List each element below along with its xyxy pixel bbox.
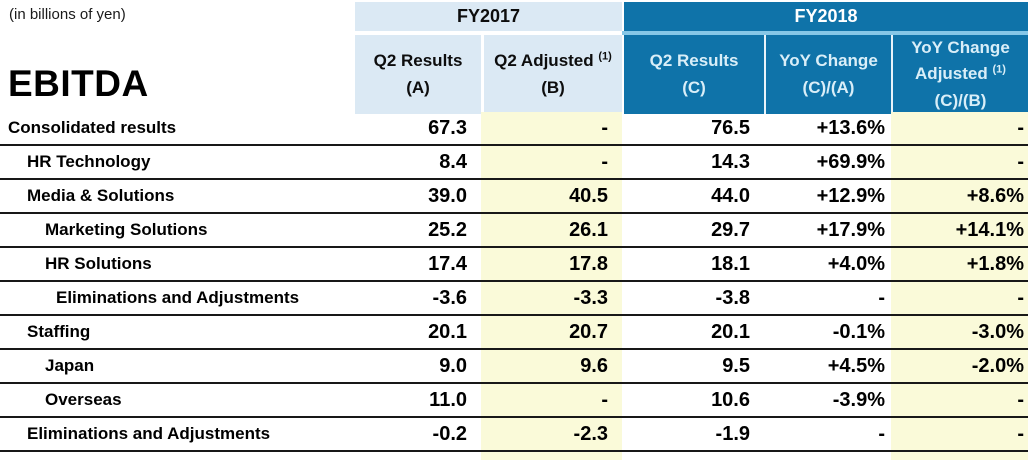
cell-q2-2017-adjusted: - xyxy=(481,146,622,178)
cell-q2-2018-results: 14.3 xyxy=(711,150,750,173)
cell-q2-2017-results: 20.1 xyxy=(428,320,467,343)
cell-yoy-change: - xyxy=(878,286,885,309)
cell-yoy-change: +4.5% xyxy=(827,354,885,377)
cell-yoy-change-adjusted: - xyxy=(891,384,1028,416)
cell-q2-2018-results: 18.1 xyxy=(711,252,750,275)
fy2017-group-header: FY2017 xyxy=(355,2,622,31)
header-blank-cell xyxy=(0,2,355,31)
cell-q2-2017-adjusted: -3.3 xyxy=(481,282,622,314)
cell-q2-2017-results: 9.0 xyxy=(439,354,467,377)
col-header-q2-2018-results: Q2 Results (C) xyxy=(622,35,764,115)
cell-q2-2018-results: -3.8 xyxy=(715,286,750,309)
cell-q2-2017-adjusted: 9.6 xyxy=(481,350,622,382)
row-label: Media & Solutions xyxy=(27,186,175,205)
cell-q2-2017-results: 39.0 xyxy=(428,184,467,207)
cell-q2-2018-results: -1.9 xyxy=(715,422,750,445)
cell-yoy-change: - xyxy=(878,422,885,445)
table-row-marketing-solutions: Marketing Solutions 25.2 26.1 29.7 +17.9… xyxy=(0,214,1028,248)
cell-q2-2018-results: 76.5 xyxy=(711,116,750,139)
cell-q2-2017-results: 8.4 xyxy=(439,150,467,173)
row-label: Japan xyxy=(45,356,95,375)
cell-q2-2017-adjusted: -2.3 xyxy=(481,418,622,450)
col-header-yoy-change: YoY Change (C)/(A) xyxy=(764,35,891,115)
row-label: Eliminations and Adjustments xyxy=(27,424,271,443)
cell-yoy-change-adjusted: - xyxy=(891,112,1028,144)
cell-yoy-change-adjusted: - xyxy=(891,146,1028,178)
title-cell: EBITDA xyxy=(0,35,355,115)
page-title: EBITDA xyxy=(8,62,149,104)
table-row-media-solutions: Media & Solutions 39.0 40.5 44.0 +12.9% … xyxy=(0,180,1028,214)
row-label: Eliminations and Adjustments xyxy=(56,288,300,307)
cell-yoy-change: -0.1% xyxy=(832,320,885,343)
col-header-q2-2017-adjusted: Q2 Adjusted (1) (B) xyxy=(481,35,622,115)
cell-yoy-change-adjusted: -3.0% xyxy=(891,316,1028,348)
cell-yoy-change-adjusted: - xyxy=(891,282,1028,314)
cell-q2-2018-results: 10.6 xyxy=(711,388,750,411)
cell-yoy-change: +69.9% xyxy=(816,150,885,173)
table-row-japan: Japan 9.0 9.6 9.5 +4.5% -2.0% xyxy=(0,350,1028,384)
row-label: Consolidated results xyxy=(8,118,177,137)
cell-yoy-change: +12.9% xyxy=(816,184,885,207)
cell-yoy-change: -3.9% xyxy=(832,388,885,411)
table-bottom-strip xyxy=(0,452,1028,460)
adjusted-column-tail xyxy=(891,452,1028,460)
row-label: Overseas xyxy=(45,390,122,409)
cell-q2-2017-adjusted: - xyxy=(481,112,622,144)
row-label: HR Technology xyxy=(27,152,151,171)
row-label: HR Solutions xyxy=(45,254,152,273)
table-row-hr-solutions: HR Solutions 17.4 17.8 18.1 +4.0% +1.8% xyxy=(0,248,1028,282)
fy2018-group-header: FY2018 xyxy=(622,2,1028,31)
row-label: Marketing Solutions xyxy=(45,220,208,239)
cell-q2-2017-results: 67.3 xyxy=(428,116,467,139)
cell-q2-2017-adjusted: 40.5 xyxy=(481,180,622,212)
cell-q2-2017-results: 25.2 xyxy=(428,218,467,241)
header-gap-left xyxy=(0,31,622,35)
cell-q2-2018-results: 44.0 xyxy=(711,184,750,207)
row-label: Staffing xyxy=(27,322,91,341)
table-row-staffing: Staffing 20.1 20.7 20.1 -0.1% -3.0% xyxy=(0,316,1028,350)
header-gap-row xyxy=(0,31,1028,35)
table-row-overseas: Overseas 11.0 - 10.6 -3.9% - xyxy=(0,384,1028,418)
cell-q2-2017-results: 17.4 xyxy=(428,252,467,275)
cell-q2-2017-adjusted: 17.8 xyxy=(481,248,622,280)
table-row-consolidated-results: Consolidated results 67.3 - 76.5 +13.6% … xyxy=(0,112,1028,146)
adjusted-column-tail xyxy=(481,452,622,460)
cell-q2-2017-adjusted: 26.1 xyxy=(481,214,622,246)
cell-yoy-change-adjusted: - xyxy=(891,418,1028,450)
cell-q2-2017-results: -3.6 xyxy=(432,286,467,309)
col-header-q2-2017-results: Q2 Results (A) xyxy=(355,35,481,115)
cell-q2-2017-results: -0.2 xyxy=(432,422,467,445)
footnote-marker: (1) xyxy=(598,50,612,63)
cell-yoy-change: +17.9% xyxy=(816,218,885,241)
cell-q2-2018-results: 9.5 xyxy=(722,354,750,377)
units-note: (in billions of yen) xyxy=(9,6,126,23)
cell-yoy-change-adjusted: -2.0% xyxy=(891,350,1028,382)
cell-yoy-change-adjusted: +14.1% xyxy=(891,214,1028,246)
cell-q2-2017-results: 11.0 xyxy=(429,388,467,411)
fy2018-separator-line xyxy=(622,31,1028,35)
table-row-eliminations-media: Eliminations and Adjustments -3.6 -3.3 -… xyxy=(0,282,1028,316)
cell-yoy-change: +4.0% xyxy=(827,252,885,275)
col-header-yoy-change-adjusted: YoY Change Adjusted (1) (C)/(B) xyxy=(891,35,1028,115)
footnote-marker: (1) xyxy=(992,63,1006,76)
cell-yoy-change-adjusted: +8.6% xyxy=(891,180,1028,212)
table-row-hr-technology: HR Technology 8.4 - 14.3 +69.9% - xyxy=(0,146,1028,180)
table-row-eliminations-total: Eliminations and Adjustments -0.2 -2.3 -… xyxy=(0,418,1028,452)
cell-q2-2017-adjusted: 20.7 xyxy=(481,316,622,348)
cell-q2-2017-adjusted: - xyxy=(481,384,622,416)
cell-q2-2018-results: 29.7 xyxy=(711,218,750,241)
column-header-row: EBITDA Q2 Results (A) Q2 Adjusted (1) (B… xyxy=(0,35,1028,115)
cell-q2-2018-results: 20.1 xyxy=(711,320,750,343)
year-header-row: FY2017 FY2018 xyxy=(0,2,1028,31)
cell-yoy-change: +13.6% xyxy=(816,116,885,139)
cell-yoy-change-adjusted: +1.8% xyxy=(891,248,1028,280)
